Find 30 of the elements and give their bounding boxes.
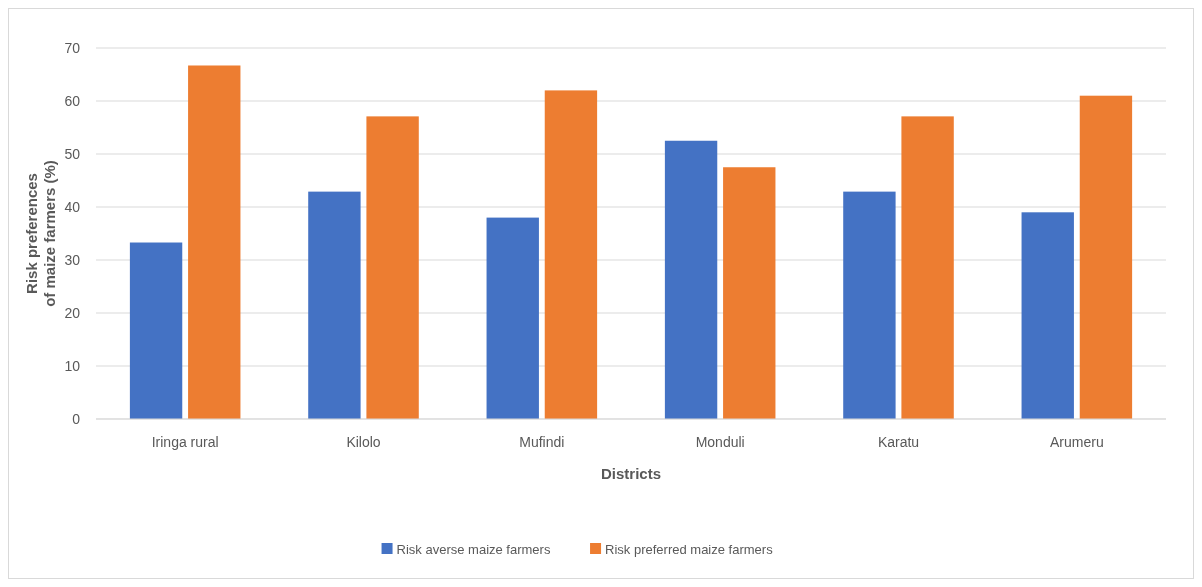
bar <box>129 242 183 419</box>
y-tick-label: 40 <box>64 198 81 215</box>
bar <box>901 116 954 419</box>
y-axis-title: Risk preferences of maize farmers (%) <box>23 160 58 307</box>
y-tick-label: 10 <box>64 357 81 374</box>
bar <box>544 90 598 419</box>
bar <box>664 140 718 419</box>
x-tick-label: Iringa rural <box>151 434 219 450</box>
x-tick-label: Kilolo <box>346 434 381 450</box>
bar <box>366 116 419 419</box>
x-tick-label: Arumeru <box>1049 434 1104 450</box>
y-tick-label: 50 <box>64 145 81 162</box>
bar <box>1079 95 1133 419</box>
bar <box>1021 212 1074 419</box>
bar <box>188 65 241 419</box>
bar <box>486 217 539 419</box>
y-tick-label: 20 <box>64 304 81 321</box>
y-tick-label: 30 <box>64 251 81 268</box>
legend-label: Risk averse maize farmers <box>396 541 551 557</box>
y-tick-label: 0 <box>72 410 81 427</box>
x-tick-label: Mufindi <box>519 434 565 450</box>
legend-label: Risk preferred maize farmers <box>605 541 774 557</box>
bar <box>843 191 896 419</box>
bar <box>308 191 361 419</box>
y-tick-label: 60 <box>64 92 81 109</box>
bar <box>723 167 776 419</box>
y-tick-label: 70 <box>64 39 81 56</box>
x-axis-title: Districts <box>600 465 662 482</box>
x-tick-label: Karatu <box>877 434 920 450</box>
x-tick-label: Monduli <box>695 434 745 450</box>
